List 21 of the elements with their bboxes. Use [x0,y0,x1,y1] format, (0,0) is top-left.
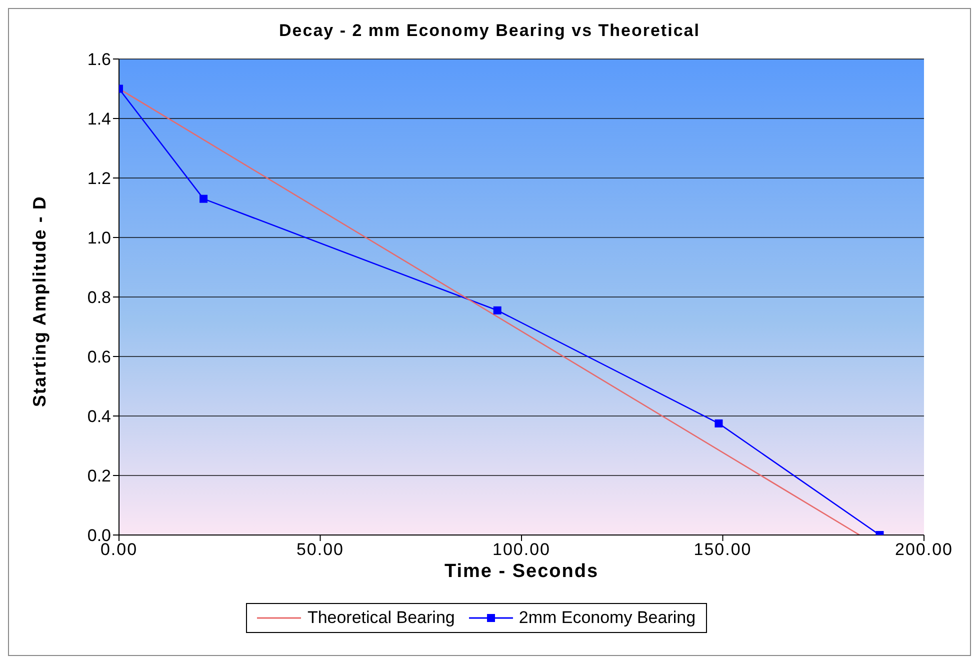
x-tick-label: 200.00 [895,540,953,560]
legend-label: Theoretical Bearing [306,608,455,628]
y-tick-label: 0.4 [87,407,111,426]
point [493,306,502,314]
chart-title: Decay - 2 mm Economy Bearing vs Theoretical [278,20,701,41]
y-tick-label: 0.8 [87,288,111,308]
x-tick-label: 100.00 [492,540,550,560]
y-tick-label: 1.0 [87,228,111,248]
y-tick-label: 0.2 [87,466,111,486]
x-tick-label: 150.00 [694,540,752,560]
y-axis-title: Starting Amplitude - D [29,196,50,407]
x-tick-label: 50.00 [296,540,344,560]
point [714,419,723,428]
y-tick-label: 1.4 [87,110,111,129]
x-axis-title: Time - Seconds [444,561,599,582]
y-tick-label: 0.6 [87,348,111,367]
point [200,194,208,203]
x-tick-label: 0.00 [100,540,138,560]
legend-label: 2mm Economy Bearing [518,608,696,628]
y-tick-label: 1.6 [87,50,111,70]
y-tick-label: 1.2 [87,169,111,188]
